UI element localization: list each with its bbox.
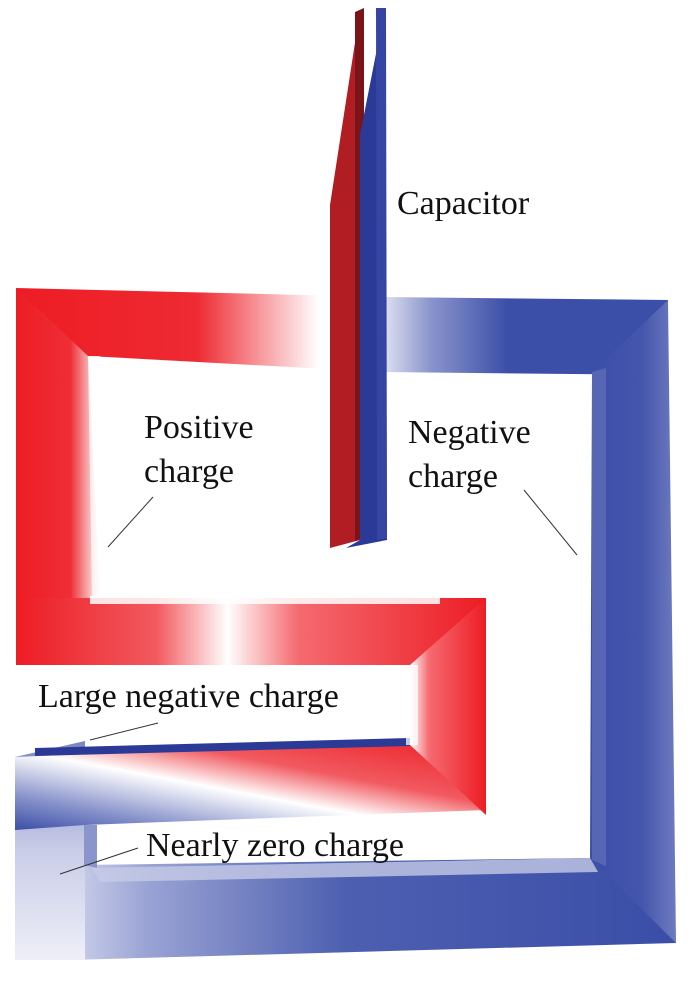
capacitor-plates (330, 8, 387, 548)
lower-transition-bar (15, 738, 486, 830)
leader-negative (523, 489, 578, 556)
label-capacitor: Capacitor (397, 185, 530, 222)
label-large-negative-charge: Large negative charge (38, 678, 339, 715)
label-negative-line2: charge (408, 458, 498, 495)
label-negative-line1: Negative (408, 414, 531, 451)
label-nearly-zero-charge: Nearly zero charge (146, 827, 404, 864)
label-positive-line2: charge (144, 453, 234, 490)
positive-wire (16, 288, 486, 815)
label-positive-line1: Positive (144, 409, 254, 446)
leader-positive (107, 496, 154, 548)
capacitor-plate-positive (330, 10, 360, 548)
leader-nearly-zero (59, 847, 139, 875)
leader-large-negative (89, 722, 159, 741)
